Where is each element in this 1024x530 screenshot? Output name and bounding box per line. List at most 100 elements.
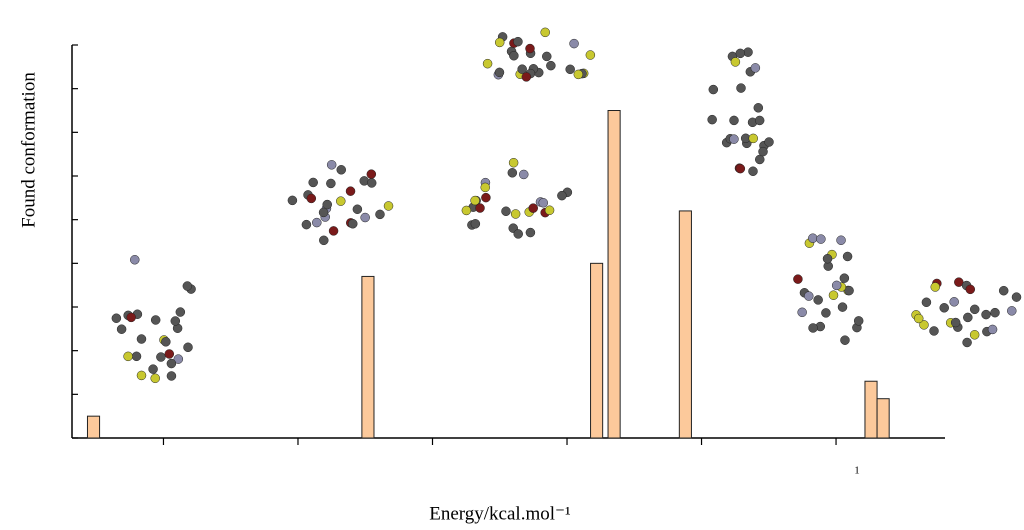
molecule-atom xyxy=(804,292,813,301)
molecule-atom xyxy=(319,236,328,245)
molecule-atom xyxy=(709,85,718,94)
bar xyxy=(608,111,620,439)
molecule-atom xyxy=(346,187,355,196)
molecule-atom xyxy=(309,178,318,187)
bar xyxy=(591,263,603,438)
molecule-atom xyxy=(167,359,176,368)
molecule-atom xyxy=(539,198,548,207)
molecule-atom xyxy=(312,218,321,227)
molecule-atom xyxy=(462,206,471,215)
molecule-atom xyxy=(566,65,575,74)
molecule-atom xyxy=(729,135,738,144)
molecule-atom xyxy=(840,274,849,283)
molecule-atom xyxy=(149,365,158,374)
molecule-atom xyxy=(337,165,346,174)
molecule-atom xyxy=(570,39,579,48)
molecule-atom xyxy=(751,63,760,72)
molecule-atom xyxy=(970,305,979,314)
molecule-atom xyxy=(156,353,165,362)
molecule-atom xyxy=(823,254,832,263)
molecule-atom xyxy=(112,314,121,323)
molecule-atom xyxy=(809,323,818,332)
molecule-atom xyxy=(495,38,504,47)
molecule-atom xyxy=(481,183,490,192)
molecule-atom xyxy=(816,235,825,244)
molecule-atom xyxy=(367,178,376,187)
molecule-atom xyxy=(361,213,370,222)
molecule-atom xyxy=(319,208,328,217)
molecule-atom xyxy=(999,286,1008,295)
molecule-atom xyxy=(511,209,520,218)
molecule-atom xyxy=(798,308,807,317)
molecule-atom xyxy=(495,68,504,77)
molecule-atom xyxy=(963,313,972,322)
bar xyxy=(865,381,877,438)
molecule-atom xyxy=(737,84,746,93)
molecule-atom xyxy=(808,234,817,243)
molecule-atom xyxy=(336,197,345,206)
bar xyxy=(87,416,99,438)
molecule-atom xyxy=(526,228,535,237)
molecule-atom xyxy=(854,316,863,325)
molecule-atom xyxy=(514,229,523,238)
molecule-atom xyxy=(529,204,538,213)
molecule-atom xyxy=(513,37,522,46)
molecule-atom xyxy=(127,313,136,322)
molecule-atom xyxy=(966,285,975,294)
molecule-atom xyxy=(471,219,480,228)
molecule-atom xyxy=(137,335,146,344)
molecule-atom xyxy=(522,72,531,81)
molecule-atom xyxy=(184,343,193,352)
bar xyxy=(877,399,889,438)
molecule-atom xyxy=(542,52,551,61)
molecule-atom xyxy=(838,303,847,312)
molecule-atom xyxy=(982,310,991,319)
y-axis-label: Found conformation xyxy=(18,72,39,228)
molecule-atom xyxy=(991,308,1000,317)
molecule-atom xyxy=(546,61,555,70)
molecule-atom xyxy=(509,51,518,60)
molecule-atom xyxy=(124,352,133,361)
molecule-atom xyxy=(1012,293,1021,302)
molecule-atom xyxy=(329,226,338,235)
molecule-atom xyxy=(931,282,940,291)
molecule-atom xyxy=(481,193,490,202)
annotation: 1 xyxy=(854,465,860,477)
molecule-atom xyxy=(708,115,717,124)
bar xyxy=(679,211,691,438)
molecule-atom xyxy=(557,191,566,200)
molecule-atom xyxy=(302,220,311,229)
molecule-atom xyxy=(167,371,176,380)
molecule-atom xyxy=(821,308,830,317)
molecule-atom xyxy=(132,352,141,361)
molecule-atom xyxy=(829,291,838,300)
x-axis-label: Energy/kcal.mol⁻¹ xyxy=(429,503,571,524)
molecule-atom xyxy=(288,196,297,205)
molecule-atom xyxy=(574,70,583,79)
molecule-atom xyxy=(130,255,139,264)
molecule-atom xyxy=(930,326,939,335)
molecule-atom xyxy=(963,338,972,347)
molecule-atom xyxy=(1007,306,1016,315)
molecule-atom xyxy=(730,116,739,125)
molecule-atom xyxy=(843,252,852,261)
molecule-atom xyxy=(736,164,745,173)
molecule-atom xyxy=(519,170,528,179)
molecule-atom xyxy=(832,281,841,290)
molecule-atom xyxy=(765,138,774,147)
molecule-atom xyxy=(755,116,764,125)
molecule-illustrations xyxy=(112,28,1021,383)
molecule-atom xyxy=(509,158,518,167)
molecule-atom xyxy=(525,44,534,53)
molecule-atom xyxy=(951,318,960,327)
molecule-atom xyxy=(327,160,336,169)
molecule-atom xyxy=(748,167,757,176)
molecule-atom xyxy=(940,303,949,312)
molecule-atom xyxy=(793,275,802,284)
molecule-atom xyxy=(165,349,174,358)
molecule-atom xyxy=(922,298,931,307)
molecule-atom xyxy=(970,330,979,339)
molecule-atom xyxy=(837,236,846,245)
molecule-atom xyxy=(307,194,316,203)
molecule-atom xyxy=(950,297,959,306)
